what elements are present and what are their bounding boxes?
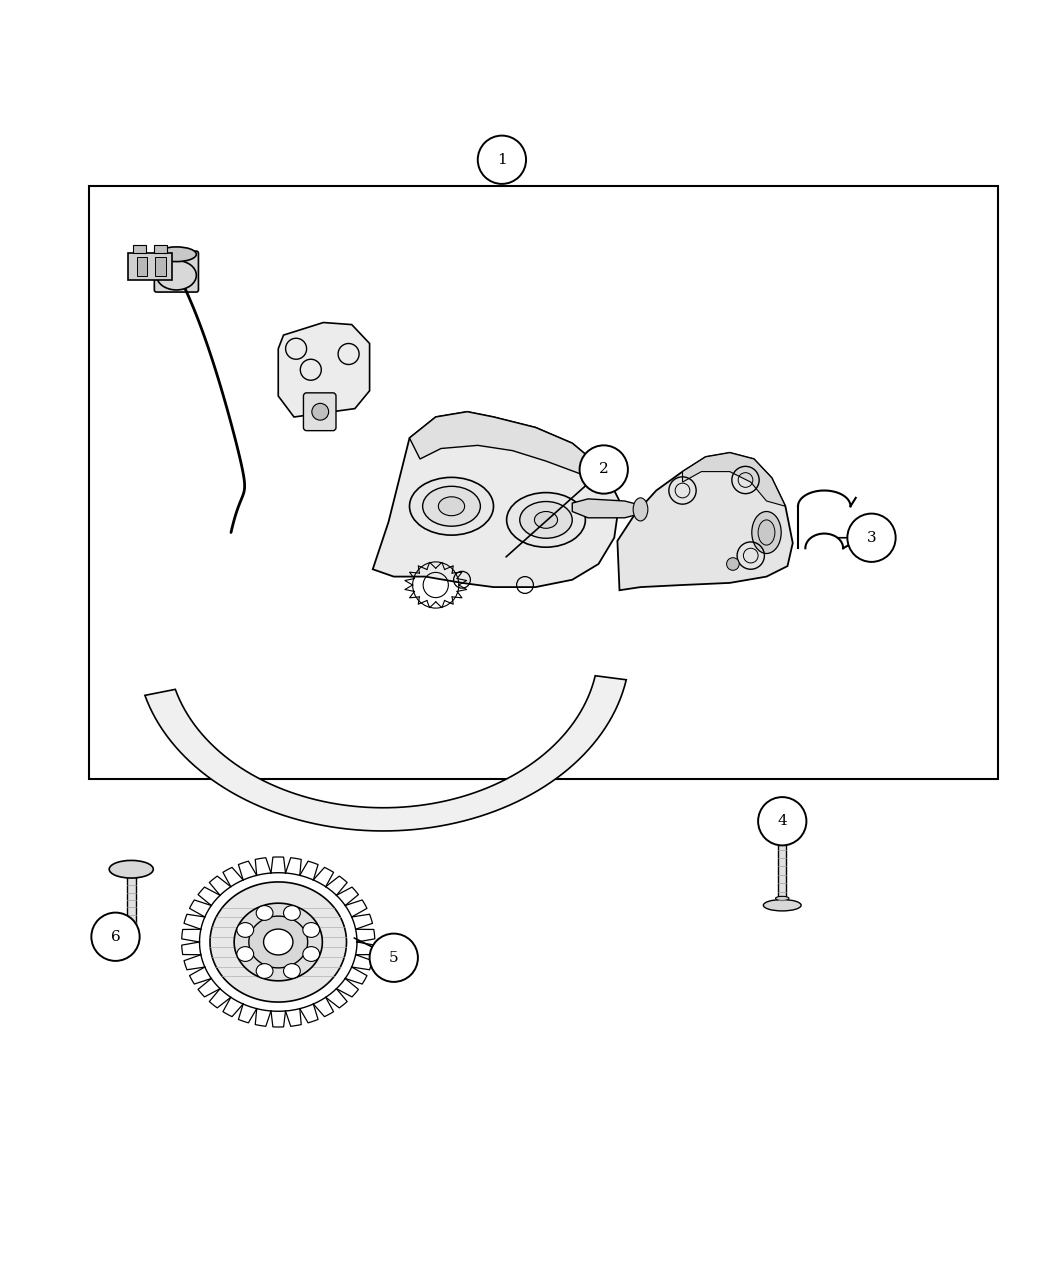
Ellipse shape (156, 260, 196, 289)
Ellipse shape (237, 946, 254, 961)
Circle shape (370, 933, 418, 982)
Polygon shape (210, 882, 346, 1002)
Circle shape (847, 514, 896, 562)
Ellipse shape (156, 247, 196, 261)
Circle shape (727, 557, 739, 570)
Ellipse shape (284, 964, 300, 978)
Text: 5: 5 (388, 951, 399, 965)
Circle shape (763, 805, 801, 843)
Text: 6: 6 (110, 929, 121, 944)
FancyBboxPatch shape (154, 251, 198, 292)
Ellipse shape (439, 497, 464, 515)
Ellipse shape (633, 497, 648, 521)
Ellipse shape (256, 905, 273, 921)
Bar (133, 245, 146, 254)
Text: 2: 2 (598, 463, 609, 477)
Ellipse shape (264, 929, 293, 955)
Ellipse shape (302, 946, 319, 961)
Polygon shape (617, 453, 793, 590)
Ellipse shape (776, 896, 789, 900)
Polygon shape (249, 917, 308, 968)
Circle shape (91, 913, 140, 961)
Circle shape (580, 445, 628, 493)
Ellipse shape (520, 501, 572, 538)
Circle shape (758, 797, 806, 845)
Ellipse shape (237, 923, 254, 937)
Text: 4: 4 (777, 815, 788, 829)
Ellipse shape (410, 477, 493, 536)
Bar (778, 836, 786, 905)
Polygon shape (278, 323, 370, 417)
Circle shape (312, 403, 329, 421)
Ellipse shape (256, 964, 273, 978)
Text: 1: 1 (497, 153, 507, 167)
Ellipse shape (302, 923, 319, 937)
Bar (128, 254, 172, 280)
Polygon shape (234, 903, 322, 980)
Ellipse shape (109, 861, 153, 878)
Bar (155, 258, 166, 277)
Ellipse shape (284, 905, 300, 921)
Ellipse shape (534, 511, 558, 528)
Wedge shape (126, 926, 136, 931)
Ellipse shape (763, 900, 801, 910)
Bar (89, 186, 998, 779)
Bar (126, 876, 136, 926)
Ellipse shape (758, 520, 775, 546)
Polygon shape (572, 499, 640, 518)
Polygon shape (145, 676, 626, 831)
Polygon shape (373, 412, 620, 586)
Bar (154, 245, 167, 254)
Polygon shape (410, 412, 614, 491)
Bar (136, 258, 147, 277)
Circle shape (478, 135, 526, 184)
Ellipse shape (422, 486, 481, 527)
Ellipse shape (506, 492, 586, 547)
FancyBboxPatch shape (303, 393, 336, 431)
Text: 3: 3 (866, 530, 877, 544)
Ellipse shape (752, 511, 781, 553)
Polygon shape (682, 453, 785, 506)
